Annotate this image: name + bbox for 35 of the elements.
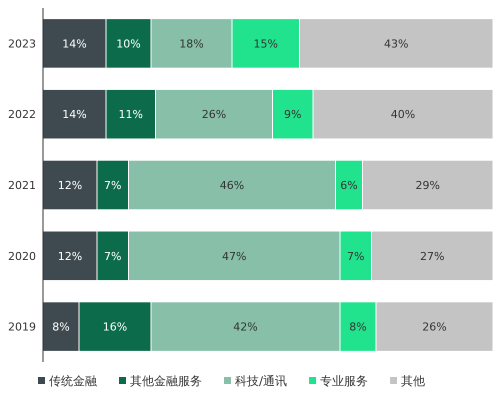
data-label: 8% [52,320,70,334]
data-label: 8% [349,320,367,334]
data-label: 16% [102,320,128,334]
data-label: 29% [416,179,440,192]
data-label: 43% [384,37,408,50]
data-label: 15% [254,37,278,50]
data-label: 9% [284,108,302,122]
data-label: 40% [390,108,416,122]
data-label: 14% [62,37,87,50]
data-label: 47% [222,250,246,263]
y-tick-label: 2019 [8,320,36,334]
y-tick-label: 2023 [8,37,36,50]
data-label: 26% [202,108,226,122]
data-label: 46% [220,179,244,192]
data-label: 18% [179,37,204,50]
data-label: 7% [104,179,122,192]
y-tick-label: 2022 [8,108,36,122]
data-label: 27% [420,250,444,263]
legend-label: 传统金融 [49,374,97,388]
data-label: 7% [347,250,364,263]
y-tick-label: 2021 [8,179,36,192]
data-label: 11% [118,108,143,122]
data-label: 12% [58,250,82,263]
y-tick-label: 2020 [8,250,36,263]
data-label: 14% [62,108,87,122]
legend-label: 其他金融服务 [130,374,202,388]
data-label: 26% [422,320,447,334]
legend-label: 科技/通讯 [235,374,288,388]
data-label: 6% [340,179,358,192]
data-label: 10% [116,37,141,50]
legend-label: 其他 [401,374,426,388]
data-label: 42% [233,320,258,334]
data-label: 7% [104,250,122,263]
legend-label: 专业服务 [320,374,368,388]
data-label: 12% [58,179,82,192]
